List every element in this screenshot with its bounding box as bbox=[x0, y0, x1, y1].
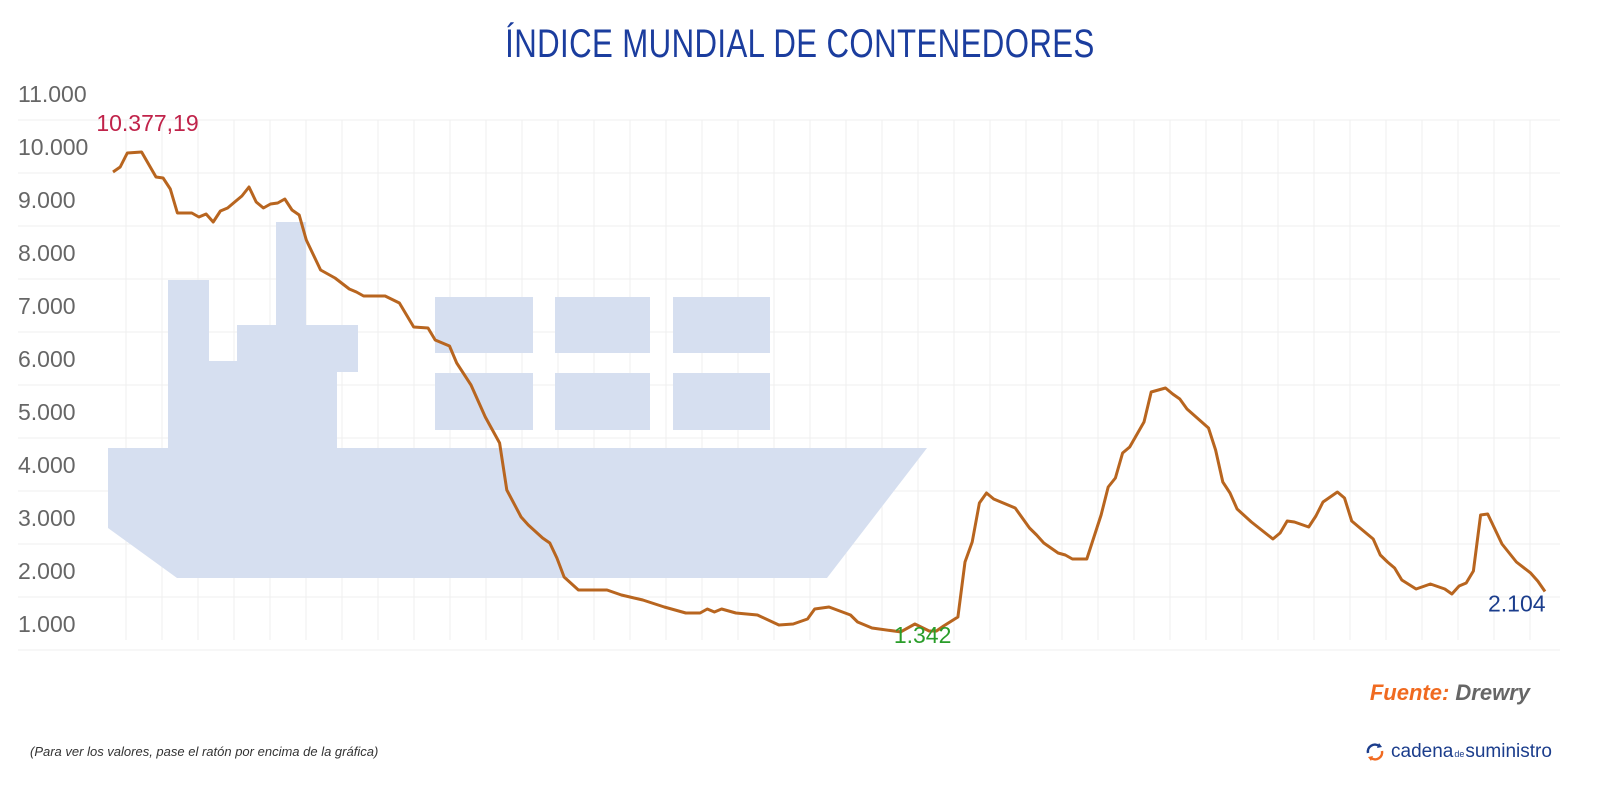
y-tick-label: 11.000 bbox=[18, 81, 87, 107]
y-tick-label: 8.000 bbox=[18, 240, 76, 266]
data-label: 1.342 bbox=[894, 622, 952, 648]
data-label: 10.377,19 bbox=[96, 110, 198, 136]
logo[interactable]: cadenadesuministro bbox=[1365, 741, 1552, 763]
y-tick-label: 1.000 bbox=[18, 611, 76, 637]
y-axis: 1.000 2.000 3.000 4.000 5.000 6.000 7.000 8.000… bbox=[18, 81, 88, 637]
ship-funnel bbox=[276, 222, 306, 328]
cycle-arrows-icon bbox=[1366, 743, 1384, 761]
logo-text-cadena: cadena bbox=[1391, 741, 1454, 762]
chart-title: ÍNDICE MUNDIAL DE CONTENEDORES bbox=[505, 22, 1095, 66]
y-tick-label: 10.000 bbox=[18, 134, 88, 160]
y-tick-label: 5.000 bbox=[18, 399, 76, 425]
source-label: Fuente: bbox=[1369, 680, 1450, 705]
ship-bridge bbox=[168, 280, 209, 450]
container bbox=[555, 373, 650, 430]
hover-hint: (Para ver los valores, pase el ratón por… bbox=[30, 744, 379, 759]
ship-superstructure-base bbox=[237, 370, 337, 450]
y-tick-label: 6.000 bbox=[18, 346, 76, 372]
container bbox=[435, 297, 533, 353]
container bbox=[555, 297, 650, 353]
series-line[interactable] bbox=[112, 150, 1547, 634]
y-tick-label: 4.000 bbox=[18, 452, 76, 478]
container bbox=[673, 297, 770, 353]
y-tick-label: 2.000 bbox=[18, 558, 76, 584]
container bbox=[673, 373, 770, 430]
data-labels: 10.377,19 1.342 2.104 bbox=[96, 110, 1545, 648]
y-tick-label: 9.000 bbox=[18, 187, 76, 213]
logo-text-de: de bbox=[1454, 749, 1465, 759]
y-tick-label: 7.000 bbox=[18, 293, 76, 319]
ship-superstructure bbox=[237, 325, 358, 372]
container bbox=[435, 373, 533, 430]
source-credit: Fuente: Drewry bbox=[1370, 680, 1530, 706]
y-tick-label: 3.000 bbox=[18, 505, 76, 531]
logo-text-suministro: suministro bbox=[1465, 741, 1552, 762]
container-ship-illustration bbox=[108, 222, 927, 578]
data-label: 2.104 bbox=[1488, 590, 1546, 616]
source-name: Drewry bbox=[1455, 680, 1530, 705]
